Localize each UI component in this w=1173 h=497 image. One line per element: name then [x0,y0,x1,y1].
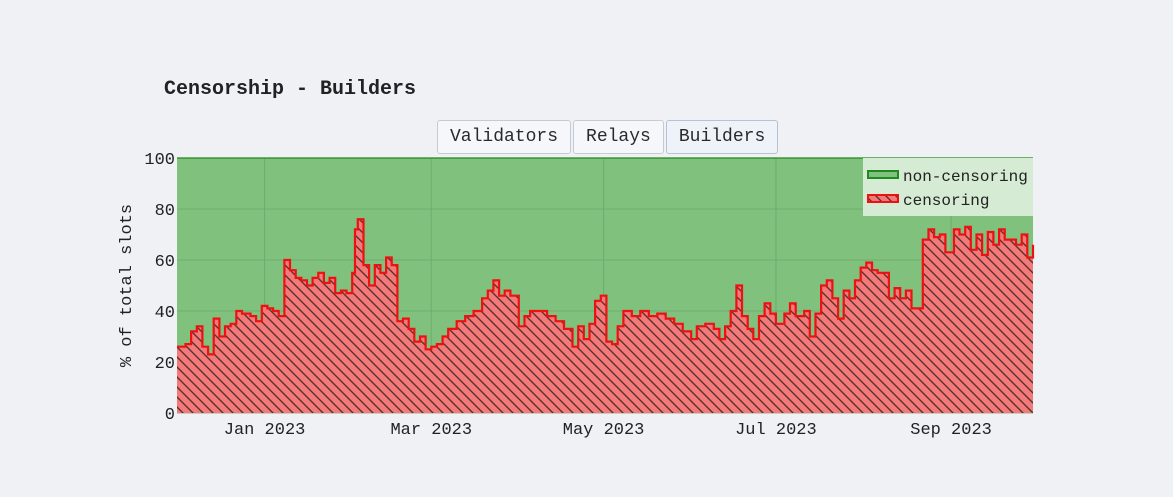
view-toggle-group: Validators Relays Builders [437,120,779,154]
relays-button[interactable]: Relays [573,120,664,154]
legend-label-non-censoring: non-censoring [903,168,1028,186]
y-tick-label: 60 [155,253,175,272]
legend-label-censoring: censoring [903,192,989,210]
legend-background [863,158,1033,216]
chart-title: Censorship - Builders [164,78,417,101]
builders-button[interactable]: Builders [665,120,779,154]
x-tick-label: Sep 2023 [910,421,992,440]
legend-swatch-censoring [867,194,899,203]
x-tick-label: Jan 2023 [224,421,306,440]
y-tick-label: 100 [144,151,175,170]
y-tick-label: 40 [155,304,175,323]
legend-swatch-non-censoring [867,170,899,179]
x-tick-label: Mar 2023 [390,421,472,440]
x-tick-label: Jul 2023 [735,421,817,440]
y-tick-label: 0 [165,406,175,425]
x-tick-label: May 2023 [563,421,645,440]
censoring-line [177,218,1035,356]
y-tick-label: 20 [155,355,175,374]
x-axis-ticks: Jan 2023 Mar 2023 May 2023 Jul 2023 Sep 2023 [224,421,992,440]
legend-item-censoring[interactable]: censoring [867,192,989,210]
validators-button[interactable]: Validators [437,120,572,154]
legend-item-non-censoring[interactable]: non-censoring [867,168,1028,186]
y-axis-ticks: 0 20 40 60 80 100 [144,151,175,425]
y-tick-label: 80 [155,202,175,221]
censoring-area [177,219,1033,413]
y-axis-label: % of total slots [118,204,137,367]
legend: non-censoring censoring [863,158,1033,216]
